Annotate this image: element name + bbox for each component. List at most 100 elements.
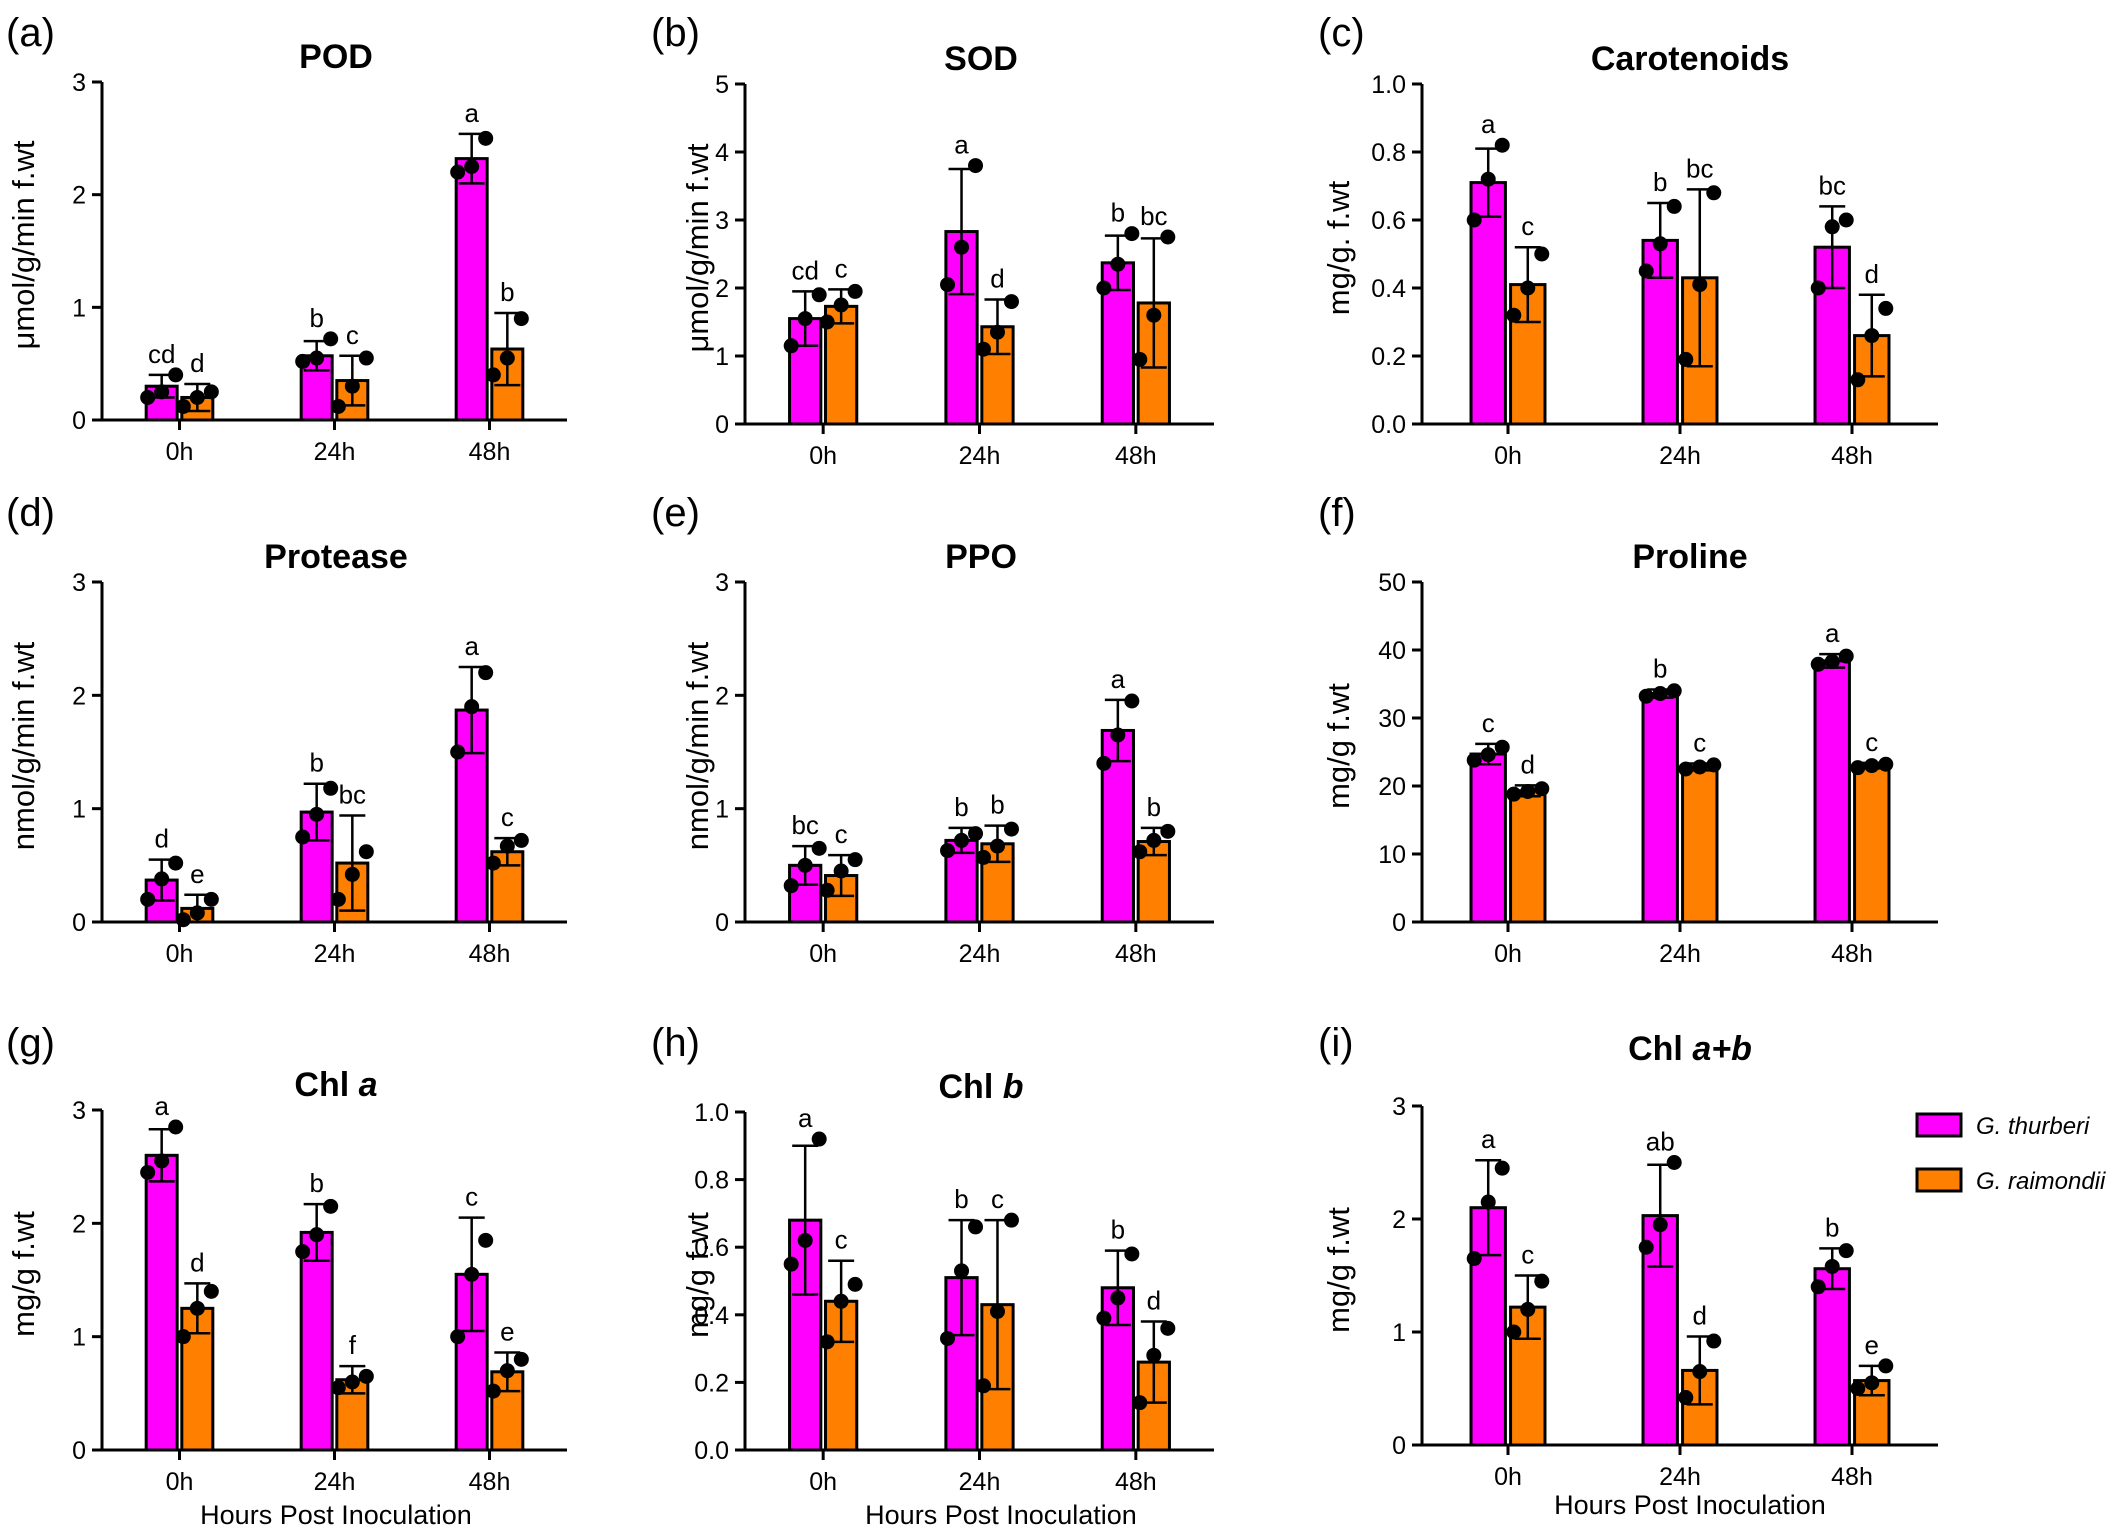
x-tick-label: 0h [166, 940, 194, 968]
replicate-point [450, 165, 465, 180]
replicate-point [450, 1329, 465, 1344]
significance-letter: b [1111, 198, 1125, 228]
replicate-point [1146, 308, 1161, 323]
significance-letter: d [1147, 1286, 1161, 1316]
significance-letter: b [309, 1168, 323, 1198]
replicate-point [204, 1284, 219, 1299]
replicate-point [784, 1257, 799, 1272]
panel-label: (c) [1318, 11, 1365, 55]
replicate-point [1506, 308, 1521, 323]
replicate-point [1096, 756, 1111, 771]
replicate-point [1706, 185, 1721, 200]
replicate-point [848, 284, 863, 299]
replicate-point [798, 858, 813, 873]
replicate-point [1878, 1358, 1893, 1373]
replicate-point [1706, 1334, 1721, 1349]
replicate-point [464, 1267, 479, 1282]
bar-g-raimondii-24h [1683, 767, 1717, 922]
replicate-point [140, 1165, 155, 1180]
replicate-point [990, 325, 1005, 340]
replicate-point [1096, 1311, 1111, 1326]
significance-letter: bc [1818, 170, 1845, 200]
chart-panel-g: (g)Chl amg/g f.wt01230had24hbf48hceHours… [6, 1021, 567, 1530]
replicate-point [990, 839, 1005, 854]
replicate-point [500, 839, 515, 854]
replicate-point [359, 1369, 374, 1384]
y-tick-label: 30 [1378, 705, 1406, 733]
y-axis-title: μmol/g/min f.wt [680, 143, 715, 352]
replicate-point [820, 315, 835, 330]
chart-panel-c: (c) Carotenoids mg/g. f.wt 0.0 0.2 0.4 0.6 0.8 1… [1318, 11, 1938, 470]
replicate-point [1004, 294, 1019, 309]
replicate-point [331, 1380, 346, 1395]
y-tick-label: 0.2 [694, 1369, 729, 1397]
y-tick-label: 1.0 [1371, 71, 1406, 99]
replicate-point [345, 867, 360, 882]
replicate-point [1653, 686, 1668, 701]
y-axis-title: μmol/g/min f.wt [6, 140, 41, 349]
replicate-point [954, 1263, 969, 1278]
replicate-point [323, 1199, 338, 1214]
replicate-point [1639, 1240, 1654, 1255]
replicate-point [1667, 199, 1682, 214]
replicate-point [176, 1329, 191, 1344]
y-tick-label: 0 [715, 909, 729, 937]
replicate-point [140, 892, 155, 907]
replicate-point [848, 852, 863, 867]
significance-letter: d [1693, 1301, 1707, 1331]
x-tick-label: 24h [314, 438, 356, 466]
x-tick-label: 24h [1659, 1463, 1701, 1491]
replicate-point [345, 1375, 360, 1390]
replicate-point [1004, 822, 1019, 837]
replicate-point [1096, 281, 1111, 296]
y-tick-label: 3 [72, 569, 86, 597]
bar-g-raimondii-0h [1511, 791, 1545, 922]
bar-g-thurberi-48h [1815, 1269, 1849, 1445]
replicate-point [1160, 230, 1175, 245]
replicate-point [1467, 753, 1482, 768]
significance-letter: c [991, 1184, 1004, 1214]
replicate-point [1864, 1375, 1879, 1390]
replicate-point [834, 864, 849, 879]
replicate-point [514, 311, 529, 326]
bar-g-thurberi-0h [146, 1155, 177, 1450]
y-axis-title: mg/g f.wt [1321, 683, 1356, 809]
replicate-point [1825, 1259, 1840, 1274]
significance-letter: a [1481, 1124, 1496, 1154]
significance-letter: a [464, 98, 479, 128]
chart-panel-b: (b) SOD μmol/g/min f.wt 0 1 2 3 4 5 0h cd c 24h a d 48h… [651, 11, 1214, 470]
replicate-point [500, 1363, 515, 1378]
replicate-point [154, 871, 169, 886]
panel-label: (a) [6, 11, 55, 55]
replicate-point [359, 351, 374, 366]
replicate-point [1534, 781, 1549, 796]
significance-letter: c [346, 320, 359, 350]
panel-label: (h) [651, 1021, 700, 1065]
x-tick-label: 48h [1115, 1468, 1157, 1496]
replicate-point [464, 159, 479, 174]
panel-label: (d) [6, 491, 55, 535]
y-tick-label: 2 [72, 682, 86, 710]
replicate-point [976, 850, 991, 865]
panel-label: (i) [1318, 1021, 1354, 1065]
replicate-point [450, 745, 465, 760]
y-tick-label: 0.6 [694, 1234, 729, 1262]
replicate-point [1825, 654, 1840, 669]
y-tick-label: 0.2 [1371, 343, 1406, 371]
y-tick-label: 3 [72, 1097, 86, 1125]
replicate-point [820, 883, 835, 898]
replicate-point [812, 287, 827, 302]
y-tick-label: 0.8 [1371, 139, 1406, 167]
replicate-point [1481, 172, 1496, 187]
replicate-point [1811, 1279, 1826, 1294]
chart-panel-d: (d)Proteasenmol/g/min f.wt01230hde24hbbc… [6, 491, 567, 968]
y-tick-label: 3 [715, 569, 729, 597]
significance-letter: a [464, 631, 479, 661]
replicate-point [1653, 236, 1668, 251]
replicate-point [140, 390, 155, 405]
y-tick-label: 0 [72, 407, 86, 435]
significance-letter: c [1482, 708, 1495, 738]
replicate-point [1520, 1302, 1535, 1317]
significance-letter: e [190, 859, 204, 889]
